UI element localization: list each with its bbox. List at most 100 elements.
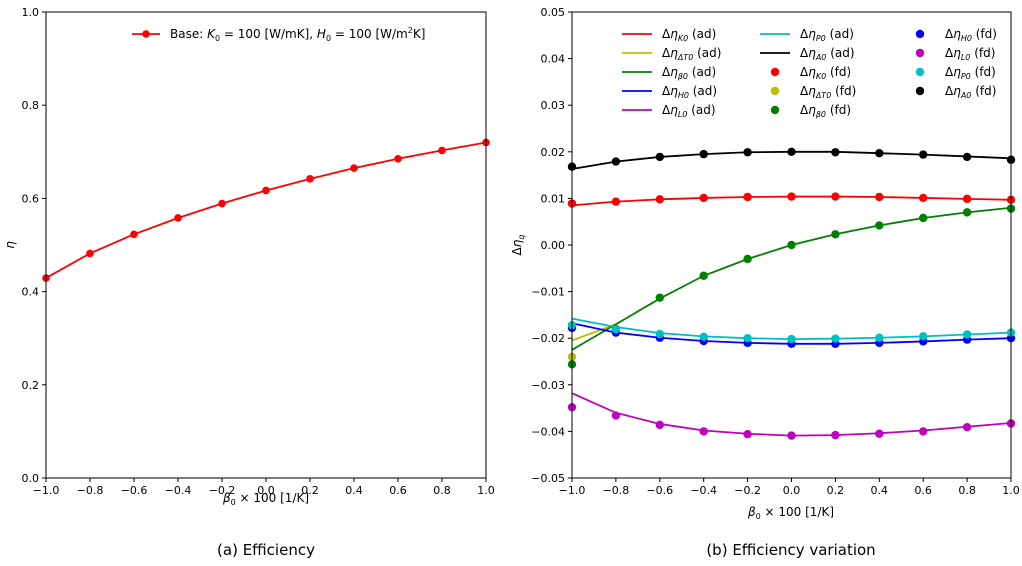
panel-a-x-tick-label: 0.8: [433, 484, 451, 497]
panel-b-y-tick-label: 0.04: [541, 53, 566, 66]
panel-b-series-13-point: [787, 147, 796, 156]
panel-a-x-tick-label: −0.4: [165, 484, 192, 497]
panel-a-y-tick-label: 0.4: [22, 286, 40, 299]
panel-a-y-tick-label: 0.0: [22, 472, 40, 485]
panel-b-series-7-point: [875, 192, 884, 202]
panel-b-series-9-point: [655, 293, 664, 302]
panel-a-x-tick-label: 0.2: [301, 484, 319, 497]
panel-b-series-11-point: [875, 429, 884, 438]
panel-b-series-9-point: [831, 230, 840, 239]
panel-b-series-13-point: [655, 152, 664, 162]
panel-a-data-point: [218, 199, 226, 208]
panel-b-y-tick-label: 0.03: [541, 99, 566, 112]
legend-swatch-marker: [915, 86, 925, 96]
panel-b-series-11-point: [655, 420, 664, 430]
panel-a-axes-frame: [45, 11, 487, 479]
panel-b-y-tick-label: −0.03: [531, 379, 565, 392]
legend-entry-label: ΔηP0 (fd): [945, 65, 996, 81]
legend-swatch-marker: [915, 67, 925, 77]
panel-b-x-tick-label: −0.6: [646, 484, 673, 497]
panel-b-x-tick-label: 0.2: [827, 484, 845, 497]
legend-entry-label: ΔηL0 (fd): [945, 46, 995, 62]
panel-b-series-9-point: [743, 254, 752, 264]
panel-b-series-11-point: [787, 431, 796, 440]
panel-b-series-7-point: [919, 193, 928, 203]
panel-b-series-12-point: [831, 334, 840, 343]
panel-a-x-axis-label: β0 × 100 [1/K]: [222, 491, 309, 507]
panel-a-data-point: [350, 164, 358, 172]
panel-b-series-7-point: [787, 192, 796, 201]
panel-a-data-point: [438, 146, 446, 155]
panel-b-x-tick-label: −1.0: [559, 484, 586, 497]
panel-b-series-11-point: [743, 429, 752, 439]
panel-b-x-tick-label: 0.4: [871, 484, 889, 497]
panel-b-x-tick-label: 0.6: [914, 484, 932, 497]
panel-a-data-point: [394, 154, 402, 163]
panel-b-series-13-point: [919, 150, 928, 159]
panel-b-y-tick-label: −0.01: [531, 286, 565, 299]
panel-b-x-tick-label: 0.8: [958, 484, 976, 497]
panel-b-series-12-point: [699, 332, 708, 342]
panel-b-x-axis-label: β0 × 100 [1/K]: [747, 505, 834, 521]
panel-a-x-tick-label: 0.6: [389, 484, 407, 497]
panel-a-x-tick-label: −0.8: [77, 484, 104, 497]
panel-b-series-7-point: [831, 192, 840, 201]
panel-a-x-tick-label: 0.0: [257, 484, 275, 497]
legend-swatch-marker: [915, 29, 925, 39]
panel-b-series-9-point: [962, 208, 972, 217]
panel-a-y-axis-label: η: [3, 241, 17, 249]
panel-b-efficiency-variation: −1.0 −0.8 −0.6 −0.4 −0.2 0.0 0.2 0.4 0.6 0.8 1.0 −0…: [510, 6, 1020, 559]
panel-a-data-point: [86, 249, 94, 258]
legend-entry-label: ΔηΔT0 (ad): [662, 46, 721, 62]
panel-b-legend: ΔηK0 (ad) ΔηΔT0 (ad) Δηβ0 (ad) ΔηH0 (ad) ΔηL…: [622, 27, 997, 119]
panel-a-y-tick-label: 1.0: [22, 6, 40, 19]
panel-b-series-9-point: [787, 240, 796, 250]
panel-b-series-11-point: [831, 430, 840, 440]
panel-b-series-13-point: [962, 152, 972, 162]
panel-b-x-tick-label: −0.2: [734, 484, 761, 497]
panel-a-data-point: [262, 186, 270, 195]
panel-a-x-tick-label: 0.4: [345, 484, 363, 497]
legend-entry-label: ΔηΔT0 (fd): [800, 84, 856, 100]
legend-swatch-marker: [770, 105, 780, 115]
legend-entry-label: ΔηK0 (ad): [662, 27, 716, 43]
panel-a-legend: Base: K0 = 100 [W/mK], H0 = 100 [W/m2K]: [132, 26, 425, 43]
panel-a-efficiency: −1.0 −0.8 −0.6 −0.4 −0.2 0.0 0.2 0.4 0.6 0.8 1.0 0.…: [3, 6, 495, 559]
panel-b-series-12-point: [919, 332, 928, 341]
legend-entry-label: ΔηH0 (fd): [945, 27, 997, 43]
panel-b-series-2-line: [571, 206, 1012, 351]
legend-entry-label: ΔηA0 (ad): [800, 46, 855, 62]
panel-b-x-tick-label: 0.0: [783, 484, 801, 497]
panel-b-series-13-point: [699, 149, 708, 159]
panel-b-series-12-point: [611, 325, 621, 334]
legend-swatch-marker: [770, 86, 780, 96]
panel-b-series-12-point: [962, 330, 972, 339]
panel-a-x-tick-label: −0.2: [209, 484, 236, 497]
panel-b-series-7-point: [962, 194, 972, 204]
panel-b-y-tick-label: −0.05: [531, 472, 565, 485]
panel-b-series-9-point: [699, 271, 708, 280]
panel-b-y-tick-label: 0.00: [541, 239, 566, 252]
panel-a-data-point: [174, 214, 182, 222]
panel-b-caption: (b) Efficiency variation: [706, 541, 875, 559]
panel-b-y-tick-label: −0.04: [531, 425, 565, 438]
panel-b-series-13-point: [611, 157, 621, 166]
panel-b-series-13-point: [831, 148, 840, 157]
panel-b-series-9-point: [919, 213, 928, 223]
panel-b-series-9-point: [875, 221, 884, 230]
panel-b-series-7-point: [655, 195, 664, 204]
legend-entry-label: ΔηK0 (fd): [800, 65, 851, 81]
panel-a-series-line: [45, 141, 487, 279]
legend-entry-label: ΔηP0 (ad): [800, 27, 854, 43]
panel-b-x-tick-label: −0.4: [690, 484, 717, 497]
legend-entry-label: Δηβ0 (fd): [800, 103, 851, 119]
panel-a-y-tick-label: 0.2: [22, 379, 40, 392]
legend-entry-label: Δηβ0 (ad): [662, 65, 716, 81]
panel-b-y-axis-label: Δηq: [510, 235, 526, 256]
panel-b-series-13-point: [743, 148, 752, 157]
panel-a-legend-marker: [142, 30, 150, 38]
panel-b-series-12-point: [743, 334, 752, 343]
panel-a-data-point: [130, 230, 138, 239]
panel-b-y-tick-label: 0.02: [541, 146, 566, 159]
